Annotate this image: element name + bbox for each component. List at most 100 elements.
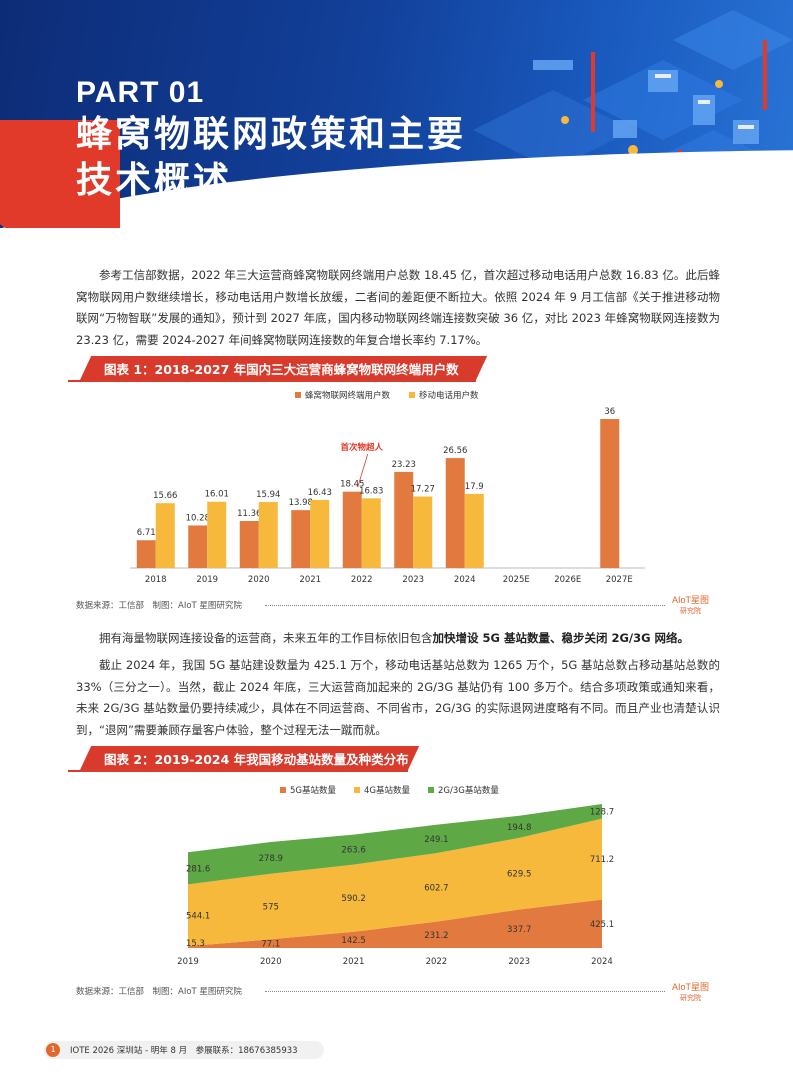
banner-red-accent <box>0 120 120 228</box>
bar-s0-2023 <box>394 471 414 568</box>
data-label-s0-2018: 6.71 <box>137 528 156 538</box>
x-tick-2022: 2022 <box>351 575 373 585</box>
x-tick-2025E: 2025E <box>503 575 530 585</box>
logo-text-2: AIoT星图 <box>672 982 710 992</box>
x2-tick-2024: 2024 <box>591 957 613 967</box>
x2-tick-2020: 2020 <box>260 957 282 967</box>
bar-s0-2021 <box>291 510 311 568</box>
data-label-s0-2027E: 36 <box>604 407 615 417</box>
annotation-label: 首次物超人 <box>340 442 383 453</box>
title-line-2: 技术概述 <box>76 160 233 201</box>
data-label-s2-2019: 281.6 <box>186 864 210 874</box>
page-title: 蜂窝物联网政策和主要 技术概述 <box>76 112 466 204</box>
data-label-s0-2024: 26.56 <box>443 446 467 456</box>
data-label-s0-2022: 231.2 <box>424 931 448 941</box>
bar-s0-2018 <box>136 540 156 568</box>
legend-label-0: 蜂窝物联网终端用户数 <box>305 390 391 401</box>
bar-s0-2027E <box>600 419 620 568</box>
x2-tick-2021: 2021 <box>343 957 365 967</box>
paragraph-3: 截止 2024 年，我国 5G 基站建设数量为 425.1 万个，移动电话基站总… <box>76 658 720 737</box>
header-banner: PART 01 蜂窝物联网政策和主要 技术概述 <box>0 0 793 228</box>
bar-s0-2020 <box>239 520 259 568</box>
x-tick-2018: 2018 <box>145 575 167 585</box>
data-label-s0-2024: 425.1 <box>590 920 614 930</box>
x-tick-2023: 2023 <box>402 575 424 585</box>
legend2-label-0: 5G基站数量 <box>290 785 336 796</box>
page-number: 1 <box>46 1043 60 1057</box>
area-2 <box>188 804 602 885</box>
bar-s0-2024 <box>445 458 465 568</box>
x2-tick-2023: 2023 <box>508 957 530 967</box>
legend2-label-1: 4G基站数量 <box>364 785 410 796</box>
data-label-s1-2024: 17.9 <box>465 482 484 492</box>
figure2-source: 数据来源：工信部 制图：AIoT 星图研究院 <box>76 987 242 997</box>
data-label-s0-2019: 15.3 <box>186 939 205 949</box>
part-label: PART 01 <box>76 76 205 109</box>
figure2-title: 图表 2：2019-2024 年我国移动基站数量及种类分布 <box>104 752 409 767</box>
data-label-s2-2020: 278.9 <box>259 854 283 864</box>
footer-text: IOTE 2026 深圳站 - 明年 8 月 参展联系：18676385933 <box>70 1046 298 1056</box>
figure2-dotted-rule <box>265 991 665 992</box>
bar-s1-2018 <box>155 503 175 568</box>
x-tick-2026E: 2026E <box>554 575 581 585</box>
data-label-s0-2021: 142.5 <box>341 936 365 946</box>
annotation-leader <box>357 453 369 488</box>
figure1-bar-chart: 蜂窝物联网终端用户数 移动电话用户数 6.71 15.66 2018 10.28 16.01… <box>130 390 645 585</box>
logo-subtext: 研究院 <box>680 608 701 615</box>
data-label-s1-2021: 16.43 <box>308 488 332 498</box>
figure1-title: 图表 1：2018-2027 年国内三大运营商蜂窝物联网终端用户数 <box>104 362 459 377</box>
area-0 <box>188 899 602 948</box>
bar-s1-2021 <box>310 499 330 568</box>
x2-tick-2022: 2022 <box>426 957 448 967</box>
bar-s1-2023 <box>413 496 433 568</box>
page-footer: 1 IOTE 2026 深圳站 - 明年 8 月 参展联系：1867638593… <box>44 1041 324 1059</box>
data-label-s2-2021: 263.6 <box>341 846 365 856</box>
x-tick-2027E: 2027E <box>606 575 633 585</box>
data-label-s0-2023: 23.23 <box>392 460 416 470</box>
data-label-s0-2021: 13.98 <box>289 498 313 508</box>
legend-label-1: 移动电话用户数 <box>419 390 479 401</box>
data-label-s1-2019: 544.1 <box>186 911 210 921</box>
legend2-label-2: 2G/3G基站数量 <box>438 785 499 796</box>
data-label-s1-2021: 590.2 <box>341 894 365 904</box>
logo-text: AIoT星图 <box>672 595 710 605</box>
bar-s1-2019 <box>207 501 227 568</box>
data-label-s1-2022: 16.83 <box>359 486 383 496</box>
x-tick-2019: 2019 <box>196 575 218 585</box>
data-label-s1-2020: 15.94 <box>256 490 280 500</box>
data-label-s0-2019: 10.28 <box>186 513 210 523</box>
x-tick-2021: 2021 <box>299 575 321 585</box>
data-label-s2-2024: 128.7 <box>590 807 614 817</box>
data-label-s1-2018: 15.66 <box>153 491 177 501</box>
x2-tick-2019: 2019 <box>177 957 199 967</box>
data-label-s2-2022: 249.1 <box>424 835 448 845</box>
title-line-1: 蜂窝物联网政策和主要 <box>76 114 467 155</box>
data-label-s1-2019: 16.01 <box>205 490 229 500</box>
data-label-s0-2020: 77.1 <box>261 940 280 950</box>
figure2-area-chart: 5G基站数量 4G基站数量 2G/3G基站数量 15.3 77.1 142.5 231.2 3… <box>177 785 614 967</box>
bar-s1-2020 <box>258 502 278 568</box>
data-label-s1-2023: 17.27 <box>411 485 435 495</box>
bar-s0-2019 <box>188 525 208 568</box>
intro-paragraph: 参考工信部数据，2022 年三大运营商蜂窝物联网终端用户总数 18.45 亿，首… <box>76 268 720 347</box>
paragraph-2-text: 拥有海量物联网连接设备的运营商，未来五年的工作目标依旧包含 <box>99 631 433 645</box>
figure1-source: 数据来源：工信部 制图：AIoT 星图研究院 <box>76 601 242 611</box>
data-label-s0-2022: 18.45 <box>340 480 364 490</box>
figure1-dotted-rule <box>265 605 665 606</box>
legend-swatch-0 <box>295 392 301 398</box>
data-label-s1-2023: 629.5 <box>507 870 531 880</box>
data-label-s2-2023: 194.8 <box>507 823 531 833</box>
x-tick-2020: 2020 <box>248 575 270 585</box>
bar-s1-2022 <box>361 498 381 568</box>
area-1 <box>188 818 602 947</box>
legend-swatch-1 <box>409 392 415 398</box>
legend2-swatch-0 <box>280 787 286 793</box>
logo-subtext-2: 研究院 <box>680 995 701 1002</box>
aiot-logo: AIoT星图 研究院 <box>672 593 709 616</box>
data-label-s0-2023: 337.7 <box>507 925 531 935</box>
data-label-s1-2020: 575 <box>263 902 279 912</box>
data-label-s1-2024: 711.2 <box>590 855 614 865</box>
x-tick-2024: 2024 <box>454 575 476 585</box>
data-label-s1-2022: 602.7 <box>424 883 448 893</box>
paragraph-2: 拥有海量物联网连接设备的运营商，未来五年的工作目标依旧包含加快增设 5G 基站数… <box>76 628 720 650</box>
